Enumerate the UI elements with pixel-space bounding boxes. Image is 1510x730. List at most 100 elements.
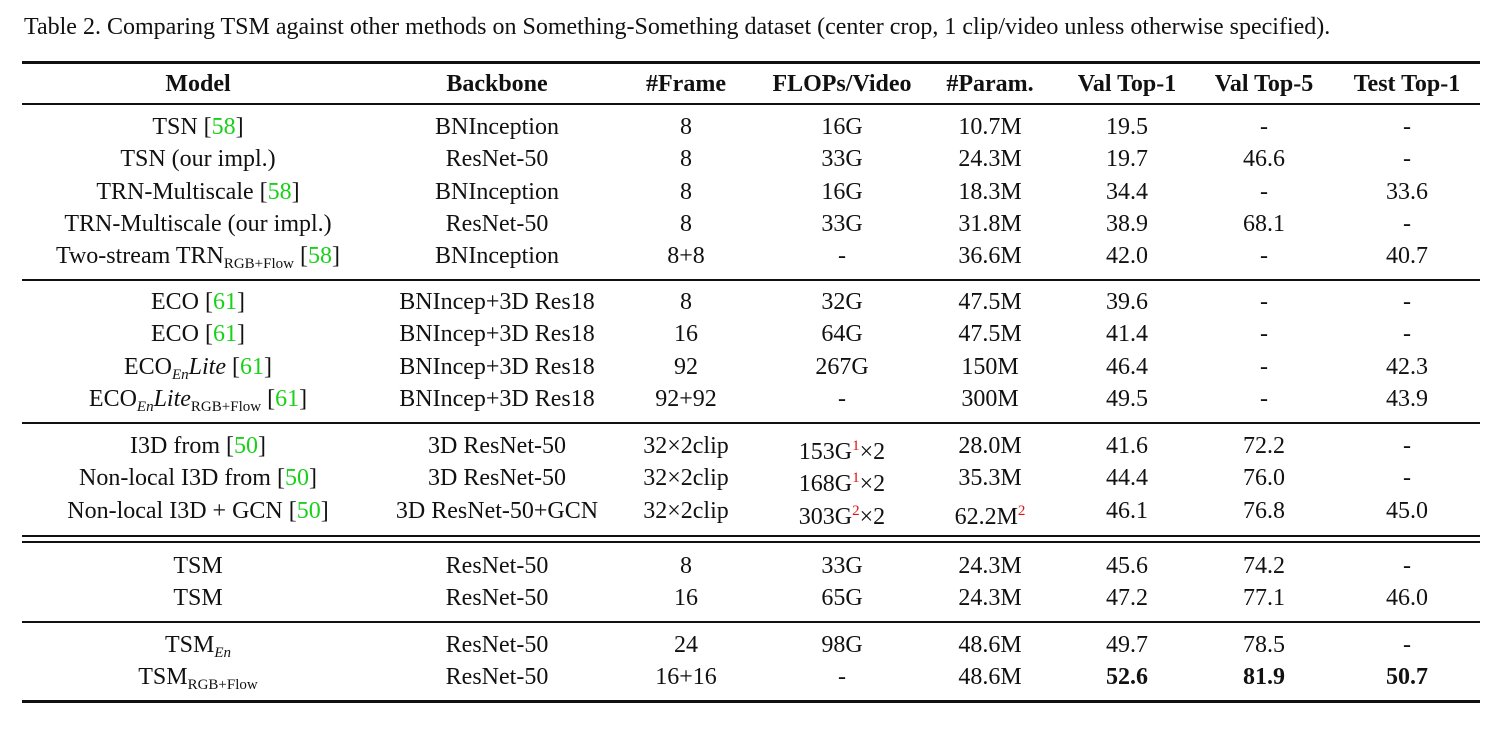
cell-text: TSM	[138, 664, 188, 691]
table-cell: 3D ResNet-50	[428, 465, 566, 492]
header-cell: Model	[165, 71, 231, 97]
table-cell: 92+92	[655, 385, 717, 412]
table-cell: -	[1403, 321, 1411, 348]
citation: 58	[308, 243, 332, 270]
table-cell: 40.7	[1386, 243, 1428, 270]
table-rule	[22, 700, 1480, 703]
cell-text: TSN [	[152, 114, 212, 140]
table-cell: 24.3M	[958, 553, 1022, 579]
table-cell: 49.7	[1106, 632, 1148, 658]
table-cell: 47.5M	[958, 321, 1022, 348]
cell-text: Non-local I3D + GCN [	[67, 497, 297, 524]
citation: 61	[240, 353, 264, 380]
citation: 58	[211, 114, 236, 140]
cell-text: ×2	[859, 471, 886, 498]
table-cell: -	[1403, 210, 1411, 237]
table-cell: 31.8M	[958, 210, 1022, 237]
table-cell: TRN-Multiscale [58]	[0, 177, 398, 207]
table-cell: ResNet-50	[445, 632, 549, 658]
table-cell: Non-local I3D from [50]	[0, 463, 398, 493]
table-cell: BNInception	[435, 243, 559, 270]
cell-text: ]	[264, 353, 272, 380]
table-cell: 150M	[961, 353, 1019, 380]
citation: 50	[296, 497, 321, 524]
cell-text: ×2	[859, 439, 886, 465]
table-cell: 153G1×2	[642, 431, 1042, 465]
table-cell: 39.6	[1106, 289, 1148, 315]
table-cell: I3D from [50]	[0, 431, 398, 461]
table-cell: 8	[680, 146, 692, 173]
table-cell: 19.7	[1106, 146, 1148, 173]
table-cell: -	[1260, 385, 1268, 412]
cell-text: [	[261, 385, 276, 412]
table-cell: -	[1260, 114, 1268, 140]
table-cell: ECOEnLiteRGB+Flow [61]	[0, 384, 398, 415]
table-cell: 41.4	[1106, 321, 1148, 348]
table-rule	[22, 422, 1480, 424]
table-cell: 46.4	[1106, 353, 1148, 380]
cell-text: RGB+Flow	[223, 256, 294, 273]
table-cell: 34.4	[1106, 178, 1148, 205]
table-cell: 72.2	[1243, 433, 1285, 459]
table-cell: 267G	[815, 353, 869, 380]
cell-text: ]	[299, 385, 308, 412]
header-cell: Backbone	[446, 71, 548, 97]
table-cell: 47.2	[1106, 585, 1148, 612]
table-cell: 32×2clip	[643, 497, 729, 524]
table-cell: 78.5	[1243, 632, 1285, 658]
cell-text: [	[226, 353, 240, 380]
table-cell: BNIncep+3D Res18	[399, 353, 595, 380]
cell-text: 81.9	[1243, 664, 1285, 691]
cell-text: ]	[235, 114, 244, 140]
header-cell: Val Top-5	[1214, 71, 1314, 97]
table-cell: 168G1×2	[642, 463, 1042, 497]
cell-text: ]	[291, 178, 300, 205]
header-cell: Val Top-1	[1077, 71, 1177, 97]
cell-text: ]	[237, 321, 245, 348]
table-cell: 46.0	[1386, 585, 1428, 612]
table-cell: -	[1403, 433, 1411, 459]
table-cell: 43.9	[1386, 385, 1428, 412]
cell-text: 2	[852, 502, 860, 519]
citation: 61	[213, 289, 237, 315]
table-cell: ECOEnLite [61]	[0, 352, 398, 383]
table-cell: ResNet-50	[445, 585, 549, 612]
table-cell: TRN-Multiscale (our impl.)	[64, 210, 332, 237]
table-cell: 33G	[821, 553, 863, 579]
table-cell: BNIncep+3D Res18	[399, 289, 595, 315]
table-cell: 24.3M	[958, 585, 1022, 612]
table-cell: 45.0	[1386, 497, 1428, 524]
table-cell: 77.1	[1243, 585, 1285, 612]
table-rule	[22, 541, 1480, 543]
table-cell: -	[1403, 632, 1411, 658]
table-cell: 64G	[821, 321, 863, 348]
table-cell: 16	[674, 321, 698, 348]
cell-text: Non-local I3D from [	[79, 465, 285, 492]
table-cell: 62.2M2	[790, 496, 1190, 530]
table-cell: Two-stream TRNRGB+Flow [58]	[0, 241, 398, 273]
table-cell: -	[838, 385, 846, 412]
cell-text: Two-stream TRN	[55, 243, 224, 270]
table-cell: TSM	[173, 585, 223, 612]
table-cell: 33G	[821, 210, 863, 237]
table-cell: 76.0	[1243, 465, 1285, 492]
table-cell: 8	[680, 289, 692, 315]
table-rule	[22, 61, 1480, 64]
table-cell: 48.6M	[958, 632, 1022, 658]
cell-text: 1	[852, 470, 860, 487]
citation: 58	[267, 178, 292, 205]
cell-text: 52.6	[1106, 664, 1148, 691]
cell-text: ]	[257, 433, 266, 459]
table-cell: 33.6	[1386, 178, 1428, 205]
cell-text: ECO	[88, 385, 137, 412]
cell-text: TRN-Multiscale [	[96, 178, 268, 205]
cell-text: Lite	[188, 353, 226, 380]
table-cell: TSMRGB+Flow	[0, 662, 398, 693]
table-cell: 49.5	[1106, 385, 1148, 412]
table-cell: TSN (our impl.)	[120, 146, 276, 173]
table-cell: 38.9	[1106, 210, 1148, 237]
table-cell: 42.3	[1386, 353, 1428, 380]
table-cell: 65G	[821, 585, 863, 612]
table-cell: 52.6	[927, 662, 1327, 692]
